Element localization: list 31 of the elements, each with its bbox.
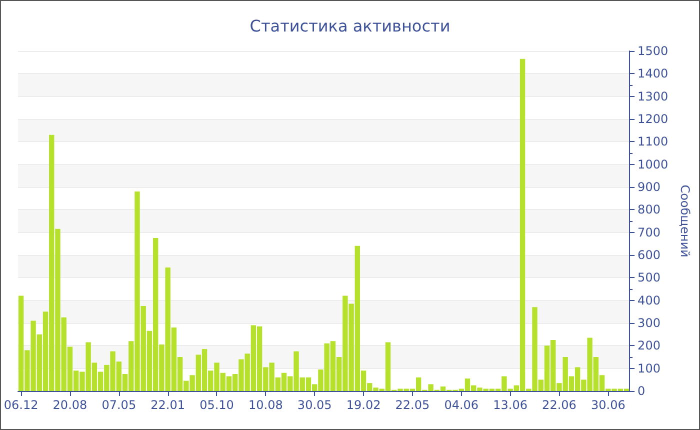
y-tick-label: 0 (638, 384, 646, 398)
y-tick-label: 600 (638, 248, 660, 262)
y-tick-label: 200 (638, 338, 660, 353)
x-tick-label: 22.06 (542, 398, 576, 412)
y-tick-label: 100 (638, 361, 660, 376)
x-tick-label: 22.05 (395, 398, 430, 412)
y-tick-label: 1300 (638, 89, 668, 104)
x-tick-label: 13.06 (493, 398, 528, 412)
x-tick-label: 06.12 (4, 398, 38, 412)
y-tick-label: 500 (638, 270, 660, 285)
y-tick-label: 900 (638, 180, 660, 194)
x-tick-label: 22.01 (150, 398, 185, 412)
y-tick-label: 400 (638, 293, 660, 308)
x-tick-label: 30.06 (590, 398, 626, 412)
y-axis-title: Сообщений (678, 184, 692, 258)
y-tick-label: 700 (638, 225, 660, 240)
y-tick-label: 1000 (638, 157, 668, 172)
x-tick-label: 19.02 (346, 398, 381, 412)
x-tick-label: 10.08 (248, 398, 283, 412)
x-tick-label: 07.05 (102, 398, 136, 412)
y-tick-label: 1100 (638, 134, 668, 149)
x-tick-label: 04.06 (444, 398, 479, 412)
chart-title: Статистика активности (250, 16, 450, 36)
x-tick-label: 05.10 (200, 398, 234, 412)
y-tick-label: 1400 (638, 66, 668, 81)
x-tick-label: 30.05 (297, 398, 332, 412)
y-tick-label: 800 (638, 202, 660, 217)
y-tick-label: 300 (638, 316, 660, 330)
x-tick-label: 20.08 (52, 398, 88, 412)
y-tick-label: 1500 (638, 44, 668, 58)
y-tick-label: 1200 (638, 112, 668, 126)
